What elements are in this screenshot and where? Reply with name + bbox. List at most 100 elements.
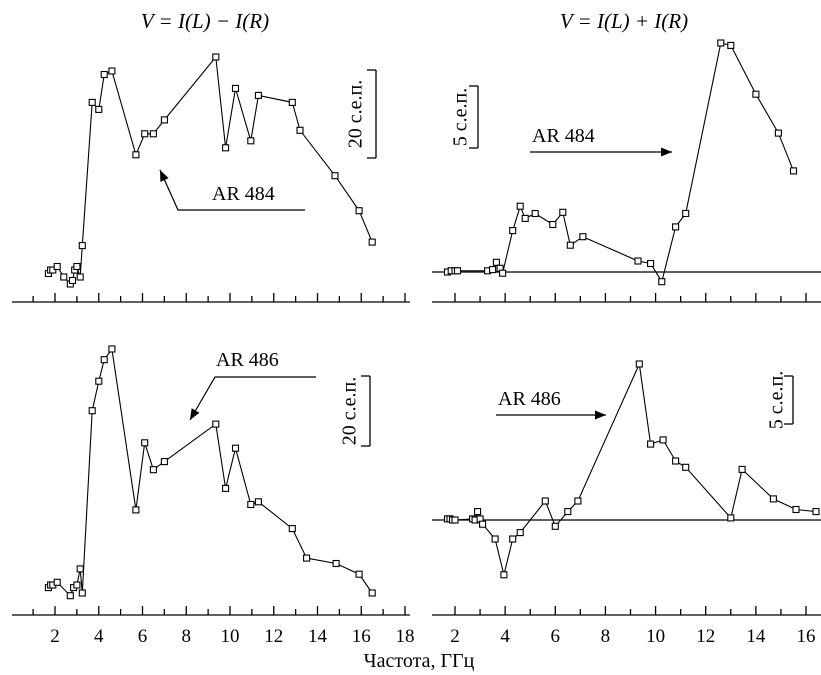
- data-point: [564, 508, 572, 516]
- data-point: [247, 500, 255, 509]
- data-point: [78, 242, 86, 250]
- data-point: [88, 98, 96, 106]
- x-tick-label: 2: [50, 626, 60, 647]
- data-point: [792, 505, 800, 514]
- data-point: [247, 137, 255, 145]
- panel-title-top-left: V = I(L) − I(R): [141, 9, 269, 33]
- x-tick-label: 18: [396, 626, 415, 647]
- data-point: [132, 506, 140, 514]
- x-tick-label: 10: [646, 626, 665, 647]
- data-point: [559, 208, 567, 216]
- x-tick-label: 2: [450, 626, 460, 647]
- data-point: [509, 535, 517, 543]
- data-point: [222, 144, 230, 152]
- region-label: AR 484: [532, 125, 595, 147]
- data-point: [579, 233, 587, 241]
- data-point: [812, 508, 820, 516]
- data-point: [752, 90, 760, 98]
- data-point: [368, 589, 376, 597]
- x-tick-label: 6: [138, 626, 148, 647]
- x-tick-label: 6: [551, 626, 561, 647]
- x-tick-label: 14: [308, 626, 328, 647]
- data-point: [288, 98, 296, 106]
- data-point: [769, 495, 777, 503]
- data-point: [368, 238, 376, 246]
- x-tick-label: 16: [352, 626, 371, 647]
- data-point: [727, 514, 735, 522]
- data-point: [88, 407, 96, 415]
- data-point: [451, 516, 459, 524]
- x-tick-label: 4: [500, 626, 510, 647]
- data-point: [499, 269, 507, 277]
- x-tick-label: 12: [696, 626, 715, 647]
- data-point: [682, 209, 690, 218]
- data-point: [332, 559, 340, 568]
- data-point: [141, 130, 149, 138]
- x-tick-label: 8: [182, 626, 192, 647]
- data-point: [774, 129, 782, 137]
- region-label: AR 486: [216, 349, 279, 371]
- data-point: [76, 565, 84, 573]
- data-point: [491, 535, 499, 543]
- data-point: [108, 67, 116, 75]
- region-label: AR 486: [498, 388, 561, 410]
- data-point: [672, 223, 680, 231]
- scale-bar-label: 5 с.е.п.: [450, 88, 472, 146]
- series-line: [447, 42, 795, 284]
- data-point: [521, 214, 529, 222]
- data-point: [453, 267, 462, 275]
- data-point: [500, 571, 508, 579]
- data-point: [76, 273, 84, 281]
- data-point: [492, 258, 500, 266]
- data-point: [231, 444, 240, 452]
- data-point: [516, 202, 524, 210]
- data-point: [160, 458, 168, 466]
- data-point: [509, 227, 517, 235]
- annotation-arrow-head: [661, 147, 672, 157]
- chart-panel-top-left: 20 с.е.п. AR 484: [12, 53, 410, 303]
- scale-bar-label: 20 с.е.п.: [339, 377, 361, 445]
- annotation-arrow-line: [189, 376, 316, 421]
- x-axis-label: Частота, ГГц: [364, 650, 475, 672]
- data-point: [489, 266, 497, 274]
- data-point: [647, 259, 655, 268]
- data-point: [331, 172, 339, 180]
- data-point: [474, 508, 482, 516]
- data-point: [95, 105, 103, 113]
- annotation-arrow-head: [190, 408, 200, 420]
- data-point: [60, 273, 68, 281]
- data-point: [531, 209, 539, 218]
- data-point: [231, 84, 240, 92]
- data-point: [727, 41, 735, 49]
- x-tick-label: 16: [797, 626, 816, 647]
- x-tick-label: 14: [746, 626, 766, 647]
- data-point: [53, 262, 61, 271]
- x-tick-label: 4: [94, 626, 104, 647]
- chart-panel-bottom-left: 2 4 6 8 10 12 14 16 18 20 с.е.п. AR 486: [12, 345, 415, 647]
- data-point: [551, 522, 559, 530]
- data-point: [95, 377, 103, 385]
- region-label: AR 484: [212, 183, 275, 205]
- data-point: [73, 262, 81, 271]
- data-point: [672, 457, 680, 465]
- data-point: [658, 278, 666, 286]
- data-point: [100, 356, 108, 364]
- data-point: [717, 39, 725, 47]
- chart-panel-top-right: 5 с.е.п. AR 484: [432, 39, 821, 303]
- annotation-arrow-head: [595, 410, 606, 420]
- data-point: [659, 436, 667, 444]
- data-point: [254, 498, 262, 506]
- data-point: [303, 554, 311, 562]
- data-point: [68, 276, 77, 285]
- scale-bar-label: 20 с.е.п.: [345, 80, 367, 148]
- scale-bar-label: 5 с.е.п.: [766, 371, 788, 429]
- data-point: [566, 241, 574, 249]
- data-point: [296, 126, 304, 134]
- series-line: [47, 55, 373, 285]
- data-point: [132, 151, 140, 159]
- data-point: [141, 439, 149, 447]
- data-point: [738, 465, 746, 473]
- data-point: [73, 581, 81, 589]
- data-point: [635, 360, 643, 368]
- data-point: [634, 257, 642, 265]
